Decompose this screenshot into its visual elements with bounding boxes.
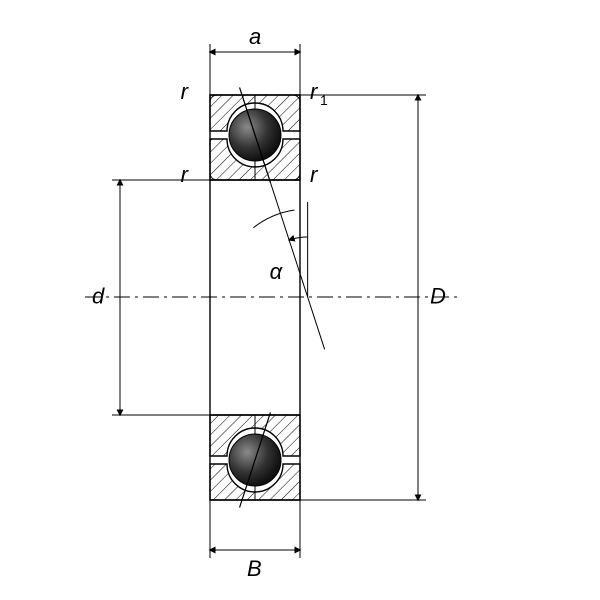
svg-text:α: α [270, 259, 284, 284]
svg-text:r: r [310, 162, 319, 187]
diagram-svg: αaBdDrr1rr [0, 0, 600, 600]
bearing-cross-section-diagram: αaBdDrr1rr [0, 0, 600, 600]
svg-text:a: a [249, 24, 261, 49]
svg-text:r: r [310, 79, 319, 104]
svg-text:d: d [92, 284, 105, 309]
svg-text:D: D [430, 284, 446, 309]
svg-text:1: 1 [320, 92, 328, 108]
svg-text:B: B [247, 556, 262, 581]
svg-text:r: r [181, 162, 190, 187]
svg-text:r: r [181, 79, 190, 104]
